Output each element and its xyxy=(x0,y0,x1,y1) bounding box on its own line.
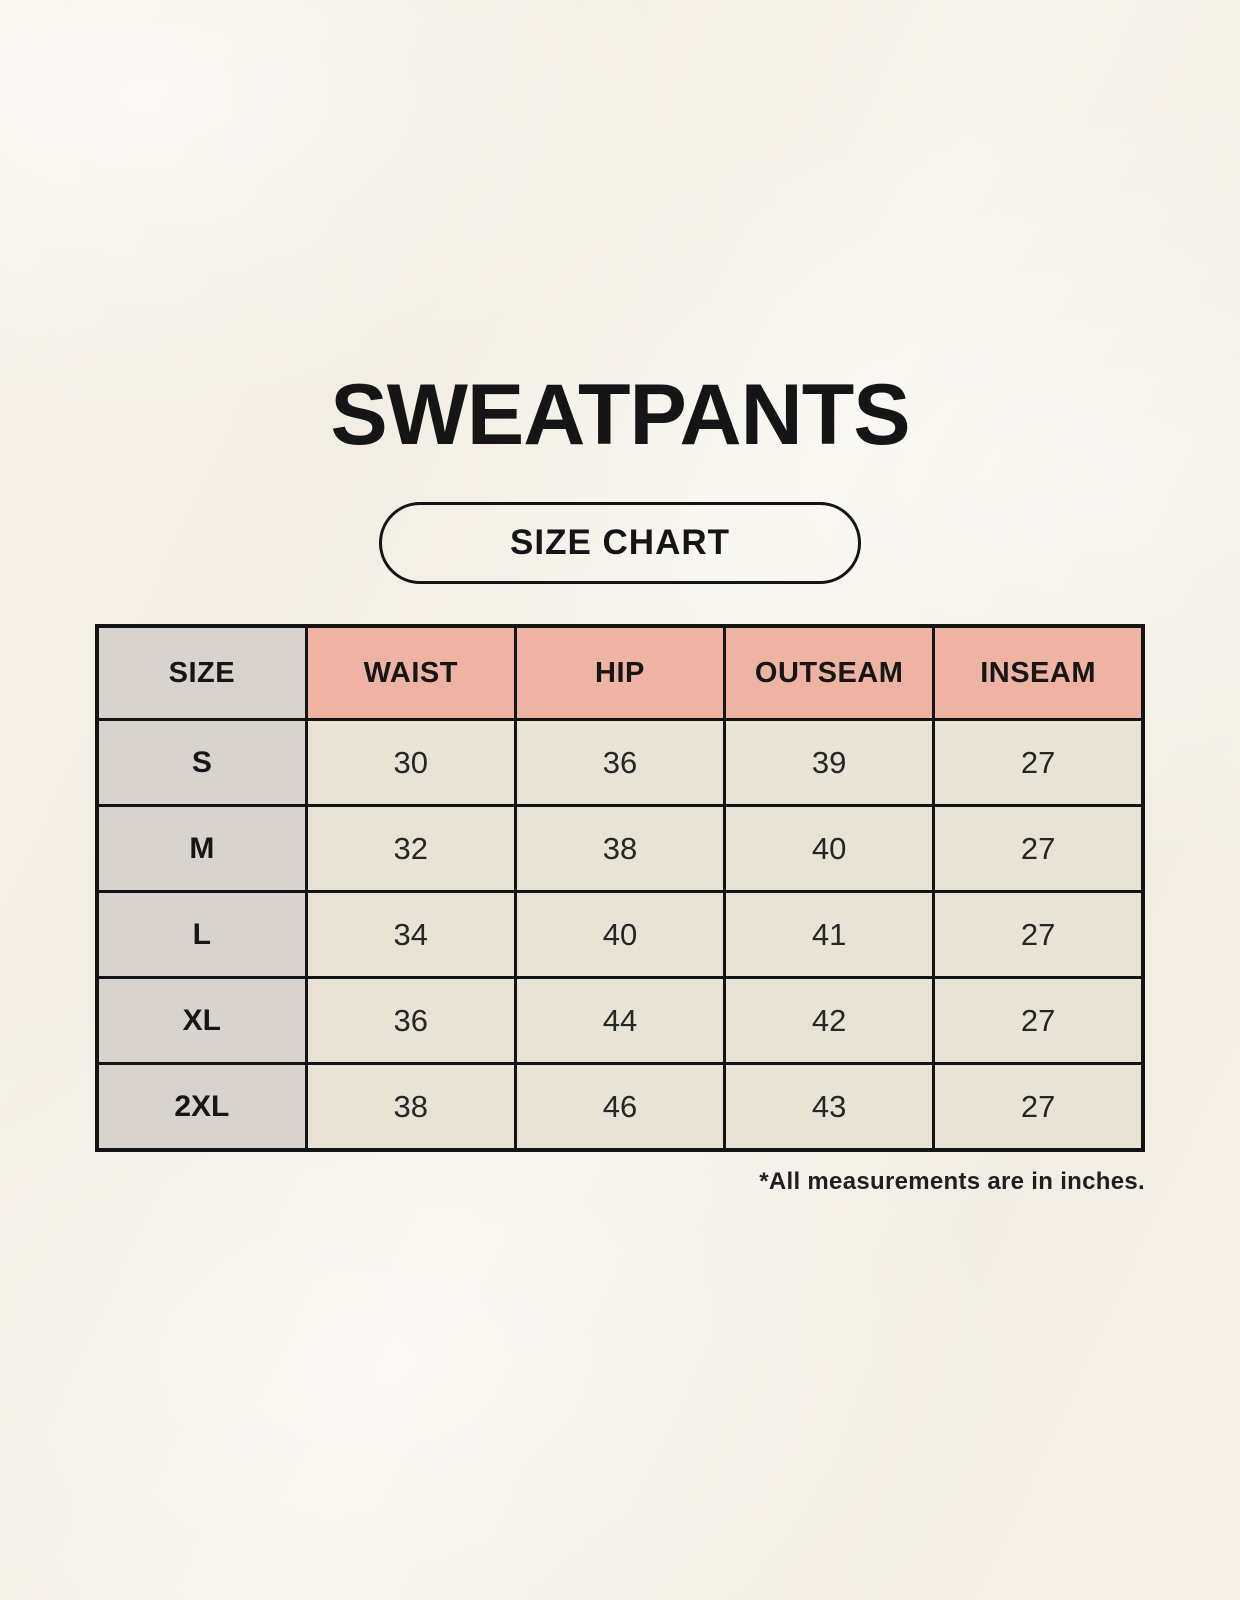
header-cell-outseam: OUTSEAM xyxy=(723,624,936,721)
size-chart-table-container: SIZE WAIST HIP OUTSEAM INSEAM S 30 36 39… xyxy=(95,624,1145,1152)
value-cell: 27 xyxy=(932,976,1145,1065)
size-cell: L xyxy=(95,890,308,979)
value-cell: 41 xyxy=(723,890,936,979)
badge-row: SIZE CHART xyxy=(0,502,1240,584)
size-chart-table: SIZE WAIST HIP OUTSEAM INSEAM S 30 36 39… xyxy=(95,624,1145,1152)
value-cell: 32 xyxy=(304,804,517,893)
page-title: SWEATPANTS xyxy=(330,367,910,463)
value-cell: 40 xyxy=(723,804,936,893)
table-row-2xl: 2XL 38 46 43 27 xyxy=(95,1062,1145,1152)
value-cell: 27 xyxy=(932,890,1145,979)
header-row: SIZE WAIST HIP OUTSEAM INSEAM xyxy=(95,624,1145,721)
header-cell-size: SIZE xyxy=(95,624,308,721)
value-cell: 46 xyxy=(513,1062,727,1152)
table-row-m: M 32 38 40 27 xyxy=(95,804,1145,893)
value-cell: 30 xyxy=(304,718,517,807)
table-row-s: S 30 36 39 27 xyxy=(95,718,1145,807)
measurements-footnote: *All measurements are in inches. xyxy=(759,1168,1145,1195)
value-cell: 36 xyxy=(513,718,727,807)
table-row-xl: XL 36 44 42 27 xyxy=(95,976,1145,1065)
size-cell: 2XL xyxy=(95,1062,308,1152)
size-cell: XL xyxy=(95,976,308,1065)
value-cell: 43 xyxy=(723,1062,936,1152)
value-cell: 42 xyxy=(723,976,936,1065)
value-cell: 34 xyxy=(304,890,517,979)
size-cell: M xyxy=(95,804,308,893)
value-cell: 40 xyxy=(513,890,727,979)
table-row-l: L 34 40 41 27 xyxy=(95,890,1145,979)
header-cell-hip: HIP xyxy=(513,624,727,721)
value-cell: 44 xyxy=(513,976,727,1065)
value-cell: 38 xyxy=(304,1062,517,1152)
value-cell: 39 xyxy=(723,718,936,807)
table-body: S 30 36 39 27 M 32 38 40 27 L 34 40 xyxy=(95,718,1145,1152)
value-cell: 27 xyxy=(932,1062,1145,1152)
table-header: SIZE WAIST HIP OUTSEAM INSEAM xyxy=(95,624,1145,721)
header-cell-waist: WAIST xyxy=(304,624,517,721)
value-cell: 27 xyxy=(932,718,1145,807)
size-chart-badge: SIZE CHART xyxy=(379,502,861,584)
value-cell: 27 xyxy=(932,804,1145,893)
size-cell: S xyxy=(95,718,308,807)
value-cell: 36 xyxy=(304,976,517,1065)
header-cell-inseam: INSEAM xyxy=(932,624,1145,721)
value-cell: 38 xyxy=(513,804,727,893)
